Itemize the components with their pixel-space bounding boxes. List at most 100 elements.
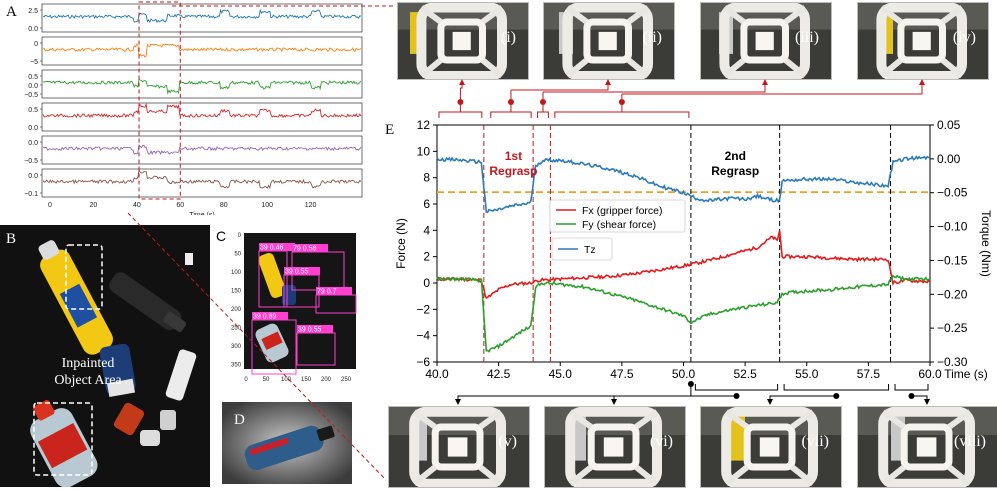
panel-a-ytick: −5: [30, 59, 38, 66]
gripper-view: [544, 2, 674, 81]
panel-a-row-frame: [41, 36, 363, 66]
panel-e-annotation-line2: Regrasp: [489, 164, 537, 178]
panel-c-ytick: 250: [231, 326, 242, 332]
legend-tz-label: Tz: [584, 244, 596, 256]
panel-c-xtick: 0: [244, 377, 248, 383]
bottom-arrow: [767, 399, 773, 405]
panel-c-detection-plot: C 39 0.46 79 0.58 39 0.55 79 0.7 39 0.89 39 0.…: [212, 225, 362, 393]
panel-a-trace: [42, 102, 362, 119]
photo-label: (i): [500, 29, 516, 46]
panel-e-ytick-right: −0.25: [937, 321, 968, 335]
panel-a-stacked-timeseries: 2.5 0.0 0 −5 0.5 0.0 −0.5 0.5 0.0 0.0 −0.5 0.0 −0.1 0…: [24, 1, 363, 215]
small-bottle-object: [99, 343, 136, 397]
top-bracket: [490, 111, 532, 118]
bottom-connector-path: [769, 395, 837, 404]
panel-e-ytick-right: −0.30: [937, 355, 968, 369]
panel-b-caption: Inpainted Object Area: [54, 356, 122, 388]
panel-a-xtick: 120: [305, 202, 317, 209]
panel-e-ytick-left: −6: [416, 355, 430, 369]
panel-e-xtick: 60.0: [918, 367, 942, 381]
panel-e-ytick-left: 12: [417, 118, 431, 132]
panel-e-ytick-left: 10: [417, 144, 431, 158]
panel-a-ytick: 0.5: [28, 107, 38, 114]
panel-a-trace: [42, 8, 362, 24]
panel-e-annotation-line2: Regrasp: [711, 164, 759, 178]
panel-a-ytick: 0.0: [28, 125, 38, 132]
panel-e-ytick-right: −0.05: [937, 186, 968, 200]
bottom-arrow: [611, 399, 617, 405]
photo-label: (iv): [952, 29, 976, 46]
gripper-view: [701, 406, 841, 489]
panel-c-box-tag: [297, 325, 333, 333]
panel-c-box-label: 79 0.58: [293, 246, 316, 253]
panel-c-box-tag: [316, 287, 352, 295]
panel-e-xtick: 40.0: [425, 367, 449, 381]
panel-e-xtick: 50.0: [672, 367, 696, 381]
panel-c-xtick: 100: [281, 377, 292, 383]
bottom-photo-1: (v): [388, 406, 530, 489]
photo-label: (iii): [795, 29, 819, 46]
panel-e-series-fy: [436, 274, 931, 353]
panel-e-ytick-left: 2: [423, 250, 430, 264]
panel-c-ytick: 150: [231, 289, 242, 295]
panel-a-xlabel: Time (s): [189, 212, 214, 215]
panel-c-xtick: 50: [263, 377, 270, 383]
panel-e-annotation-line1: 1st: [505, 149, 522, 163]
panel-a-ytick: 0.0: [28, 83, 38, 90]
bottom-photo-2: (vi): [544, 406, 686, 489]
panel-b-scene: [0, 225, 210, 487]
panel-c-xtick: 250: [341, 377, 352, 383]
panel-a-ytick: 0.5: [28, 74, 38, 81]
panel-c-box-label: 39 0.55: [285, 269, 308, 276]
legend-fx-label: Fx (gripper force): [582, 205, 663, 217]
panel-a-row-frame: [41, 102, 363, 132]
white-item: [165, 349, 197, 401]
gripper-view: [858, 2, 988, 81]
top-bracket: [438, 111, 483, 118]
panel-d-label: D: [234, 412, 245, 428]
panel-c-box-label: 39 0.89: [253, 314, 276, 321]
white-item: [160, 410, 176, 430]
photo-label: (viii): [954, 433, 986, 450]
panel-a-xtick: 80: [220, 202, 228, 209]
top-arrow: [459, 79, 465, 85]
panel-a-xtick: 20: [90, 202, 98, 209]
bottom-photo-3: (vii): [700, 406, 842, 489]
panel-c-ytick: 100: [231, 270, 242, 276]
panel-c-box-tag: [292, 244, 328, 252]
top-bracket: [554, 111, 690, 118]
bottom-bracket: [894, 384, 929, 391]
panel-a-window: [138, 1, 181, 200]
photo-label: (v): [498, 433, 517, 450]
panel-e-ytick-left: 6: [423, 197, 430, 211]
top-photo-1: (i): [397, 2, 529, 81]
panel-a-trace: [42, 43, 362, 58]
panel-e-xtick: 42.5: [487, 367, 511, 381]
gripper-view: [398, 2, 528, 81]
panel-a-trace: [42, 169, 362, 190]
panel-e-ytick-left: −4: [416, 329, 430, 343]
bottom-arrow: [455, 399, 461, 405]
gripper-view: [389, 406, 529, 489]
panel-a-ytick: 0.0: [28, 140, 38, 147]
panel-d-screwdriver: [222, 402, 352, 484]
panel-a-ytick: 0.0: [28, 26, 38, 33]
panel-c-box-label: 39 0.46: [260, 245, 283, 252]
panel-a-trace: [42, 144, 362, 155]
panel-e-ytick-left: −2: [416, 302, 430, 316]
panel-e-ylabel-left: Force (N): [394, 218, 408, 269]
bottom-arrow: [924, 399, 930, 405]
panel-a-label: A: [6, 4, 17, 20]
gripper-view: [858, 406, 997, 489]
panel-e-ytick-left: 0: [423, 276, 430, 290]
panel-a-trace: [42, 78, 362, 95]
panel-e-annotation-line1: 2nd: [725, 149, 746, 163]
bottom-connector-path: [457, 384, 692, 404]
panel-a-row-frame: [41, 168, 363, 198]
gripper-view: [545, 406, 685, 489]
panel-a-row-frame: [41, 69, 363, 99]
panel-e-ytick-right: −0.15: [937, 253, 968, 267]
panel-a-xtick: 100: [261, 202, 273, 209]
yellow-bottle-object: [38, 240, 113, 355]
panel-e-ylabel-right: Torque (Nm): [979, 210, 993, 277]
